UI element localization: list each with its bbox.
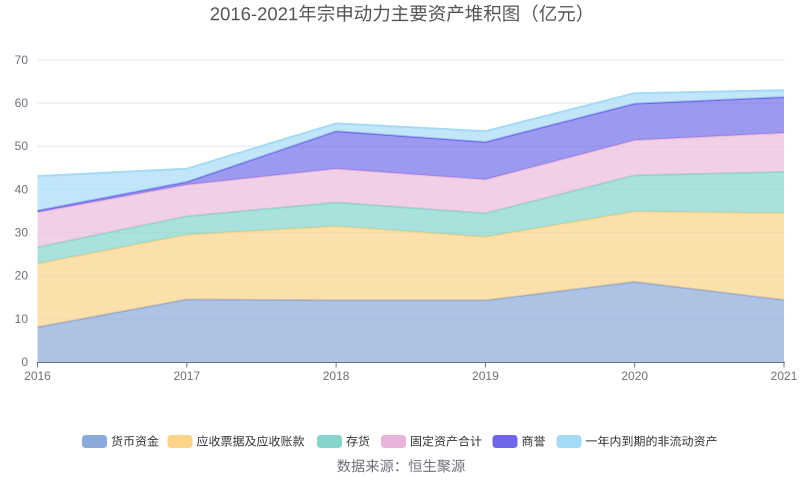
svg-text:2017: 2017 [173, 369, 200, 383]
svg-text:2016: 2016 [24, 369, 51, 383]
svg-text:0: 0 [21, 355, 28, 369]
svg-text:2021: 2021 [771, 369, 798, 383]
svg-text:30: 30 [15, 226, 29, 240]
svg-text:20: 20 [15, 269, 29, 283]
svg-text:2018: 2018 [323, 369, 350, 383]
svg-text:40: 40 [15, 182, 29, 196]
svg-text:60: 60 [15, 96, 29, 110]
svg-text:50: 50 [15, 139, 29, 153]
svg-text:70: 70 [15, 53, 29, 67]
svg-text:2020: 2020 [621, 369, 648, 383]
svg-text:10: 10 [15, 312, 29, 326]
svg-text:2019: 2019 [472, 369, 499, 383]
